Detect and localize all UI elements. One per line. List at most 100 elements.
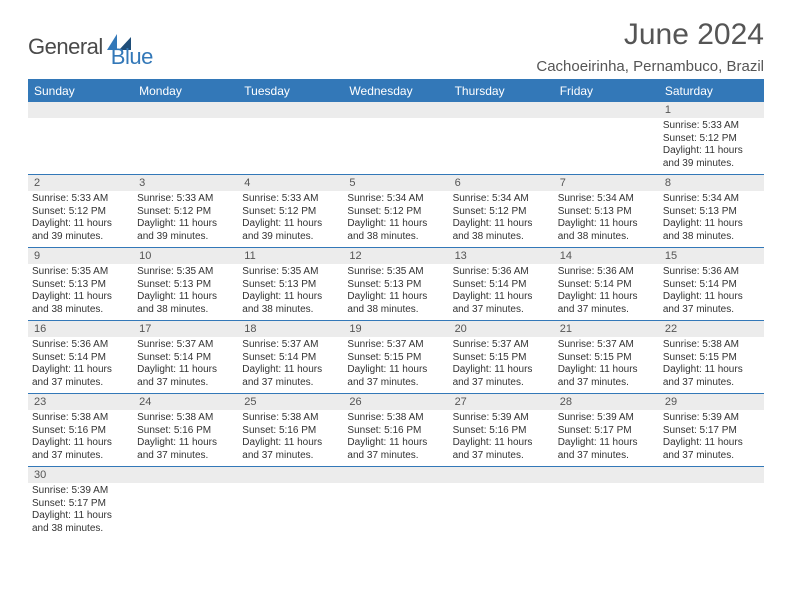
- calendar-empty-cell: [343, 102, 448, 175]
- day-details: Sunrise: 5:39 AMSunset: 5:17 PMDaylight:…: [659, 410, 764, 466]
- day-header: Monday: [133, 80, 238, 103]
- day-detail-line: Sunset: 5:14 PM: [137, 352, 234, 365]
- calendar-body: 1Sunrise: 5:33 AMSunset: 5:12 PMDaylight…: [28, 102, 764, 539]
- day-detail-line: Daylight: 11 hours: [32, 437, 129, 450]
- calendar-empty-cell: [449, 102, 554, 175]
- day-detail-line: Sunset: 5:12 PM: [347, 206, 444, 219]
- day-details: Sunrise: 5:34 AMSunset: 5:13 PMDaylight:…: [554, 191, 659, 247]
- day-detail-line: and 37 minutes.: [453, 304, 550, 317]
- day-detail-line: Sunset: 5:13 PM: [558, 206, 655, 219]
- day-details: Sunrise: 5:36 AMSunset: 5:14 PMDaylight:…: [449, 264, 554, 320]
- day-detail-line: Sunrise: 5:37 AM: [453, 339, 550, 352]
- day-number: [343, 467, 448, 483]
- day-number: 18: [238, 321, 343, 337]
- calendar-empty-cell: [659, 467, 764, 540]
- day-details: Sunrise: 5:37 AMSunset: 5:14 PMDaylight:…: [133, 337, 238, 393]
- day-details: [343, 483, 448, 489]
- day-details: [133, 118, 238, 124]
- day-number: [554, 102, 659, 118]
- day-detail-line: Sunrise: 5:35 AM: [137, 266, 234, 279]
- day-detail-line: and 38 minutes.: [137, 304, 234, 317]
- day-details: Sunrise: 5:33 AMSunset: 5:12 PMDaylight:…: [238, 191, 343, 247]
- day-number: [343, 102, 448, 118]
- day-details: Sunrise: 5:38 AMSunset: 5:16 PMDaylight:…: [133, 410, 238, 466]
- day-detail-line: and 38 minutes.: [558, 231, 655, 244]
- day-detail-line: and 37 minutes.: [242, 377, 339, 390]
- day-detail-line: Sunrise: 5:39 AM: [663, 412, 760, 425]
- day-detail-line: Sunrise: 5:37 AM: [558, 339, 655, 352]
- calendar-day-cell: 21Sunrise: 5:37 AMSunset: 5:15 PMDayligh…: [554, 321, 659, 394]
- day-header: Thursday: [449, 80, 554, 103]
- calendar-day-cell: 8Sunrise: 5:34 AMSunset: 5:13 PMDaylight…: [659, 175, 764, 248]
- day-detail-line: Sunrise: 5:33 AM: [663, 120, 760, 133]
- day-detail-line: Sunset: 5:13 PM: [663, 206, 760, 219]
- day-number: 17: [133, 321, 238, 337]
- calendar-empty-cell: [449, 467, 554, 540]
- day-number: 9: [28, 248, 133, 264]
- day-detail-line: Sunrise: 5:34 AM: [663, 193, 760, 206]
- day-detail-line: Sunset: 5:15 PM: [558, 352, 655, 365]
- day-detail-line: Daylight: 11 hours: [663, 291, 760, 304]
- day-details: [238, 118, 343, 124]
- day-detail-line: and 37 minutes.: [137, 377, 234, 390]
- day-detail-line: Daylight: 11 hours: [453, 364, 550, 377]
- day-details: Sunrise: 5:37 AMSunset: 5:15 PMDaylight:…: [449, 337, 554, 393]
- logo-text-general: General: [28, 34, 103, 60]
- day-detail-line: and 37 minutes.: [558, 377, 655, 390]
- day-detail-line: Daylight: 11 hours: [137, 437, 234, 450]
- day-number: 19: [343, 321, 448, 337]
- day-detail-line: and 38 minutes.: [32, 304, 129, 317]
- day-details: Sunrise: 5:39 AMSunset: 5:17 PMDaylight:…: [554, 410, 659, 466]
- logo-text-blue: Blue: [111, 44, 153, 70]
- day-detail-line: and 39 minutes.: [137, 231, 234, 244]
- day-detail-line: and 37 minutes.: [347, 377, 444, 390]
- day-details: Sunrise: 5:39 AMSunset: 5:17 PMDaylight:…: [28, 483, 133, 539]
- calendar-day-cell: 28Sunrise: 5:39 AMSunset: 5:17 PMDayligh…: [554, 394, 659, 467]
- day-detail-line: Sunset: 5:14 PM: [453, 279, 550, 292]
- day-detail-line: Daylight: 11 hours: [242, 364, 339, 377]
- calendar-day-cell: 6Sunrise: 5:34 AMSunset: 5:12 PMDaylight…: [449, 175, 554, 248]
- day-detail-line: Sunrise: 5:37 AM: [242, 339, 339, 352]
- day-detail-line: and 37 minutes.: [663, 450, 760, 463]
- day-details: [659, 483, 764, 489]
- day-number: [28, 102, 133, 118]
- day-number: 21: [554, 321, 659, 337]
- day-details: Sunrise: 5:36 AMSunset: 5:14 PMDaylight:…: [28, 337, 133, 393]
- day-detail-line: Sunset: 5:16 PM: [137, 425, 234, 438]
- day-detail-line: and 39 minutes.: [242, 231, 339, 244]
- day-details: [133, 483, 238, 489]
- day-number: 5: [343, 175, 448, 191]
- calendar-week-row: 16Sunrise: 5:36 AMSunset: 5:14 PMDayligh…: [28, 321, 764, 394]
- day-detail-line: and 38 minutes.: [242, 304, 339, 317]
- day-number: 10: [133, 248, 238, 264]
- calendar-empty-cell: [554, 102, 659, 175]
- day-details: Sunrise: 5:39 AMSunset: 5:16 PMDaylight:…: [449, 410, 554, 466]
- day-number: 3: [133, 175, 238, 191]
- page: General Blue June 2024 Cachoeirinha, Per…: [0, 0, 792, 557]
- day-details: Sunrise: 5:36 AMSunset: 5:14 PMDaylight:…: [659, 264, 764, 320]
- day-number: 4: [238, 175, 343, 191]
- day-number: 8: [659, 175, 764, 191]
- day-number: 16: [28, 321, 133, 337]
- calendar-day-cell: 20Sunrise: 5:37 AMSunset: 5:15 PMDayligh…: [449, 321, 554, 394]
- calendar-day-cell: 14Sunrise: 5:36 AMSunset: 5:14 PMDayligh…: [554, 248, 659, 321]
- calendar-day-cell: 11Sunrise: 5:35 AMSunset: 5:13 PMDayligh…: [238, 248, 343, 321]
- day-number: [133, 102, 238, 118]
- calendar-day-cell: 12Sunrise: 5:35 AMSunset: 5:13 PMDayligh…: [343, 248, 448, 321]
- day-detail-line: and 37 minutes.: [663, 304, 760, 317]
- day-detail-line: Sunrise: 5:33 AM: [32, 193, 129, 206]
- day-details: Sunrise: 5:34 AMSunset: 5:12 PMDaylight:…: [449, 191, 554, 247]
- day-detail-line: Daylight: 11 hours: [347, 218, 444, 231]
- day-detail-line: Daylight: 11 hours: [32, 364, 129, 377]
- day-number: [449, 102, 554, 118]
- day-number: 28: [554, 394, 659, 410]
- day-header: Sunday: [28, 80, 133, 103]
- day-number: 27: [449, 394, 554, 410]
- day-details: [238, 483, 343, 489]
- day-detail-line: and 37 minutes.: [347, 450, 444, 463]
- day-details: Sunrise: 5:34 AMSunset: 5:12 PMDaylight:…: [343, 191, 448, 247]
- day-header: Tuesday: [238, 80, 343, 103]
- day-details: [449, 483, 554, 489]
- day-detail-line: Daylight: 11 hours: [242, 291, 339, 304]
- day-detail-line: and 38 minutes.: [663, 231, 760, 244]
